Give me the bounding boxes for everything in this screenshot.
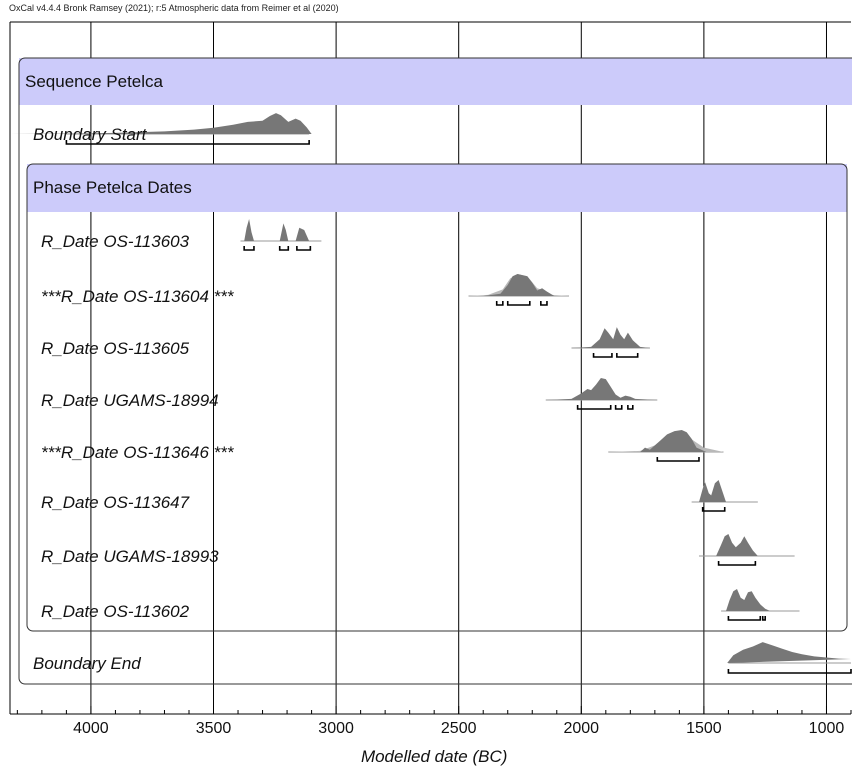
hpd-bracket (592, 353, 613, 358)
date-items: Boundary Start R_Date OS-113603 ***R_Date … (10, 113, 852, 674)
sequence-box (18, 57, 852, 685)
hpd-bracket (727, 616, 762, 621)
x-axis: 4000 3500 3000 2500 2000 1500 1000 (16, 706, 852, 737)
posterior-density (244, 219, 310, 241)
tick-label: 2000 (563, 720, 599, 737)
phase-band (27, 164, 847, 212)
date-item: R_Date OS-113605 (41, 327, 650, 358)
date-item: R_Date OS-113603 (41, 219, 322, 251)
date-item: Boundary End (33, 642, 852, 674)
hpd-bracket (701, 507, 726, 512)
sequence-label: Sequence Petelca (25, 72, 164, 91)
hpd-bracket (495, 301, 504, 306)
tick-label: 3000 (318, 720, 354, 737)
posterior-density (10, 113, 312, 134)
phase-box (26, 163, 848, 632)
hpd-bracket (627, 405, 634, 410)
hpd-bracket (243, 246, 255, 251)
item-label: ***R_Date OS-113646 *** (41, 443, 235, 462)
item-label: R_Date UGAMS-18994 (41, 391, 219, 410)
hpd-bracket (727, 669, 852, 674)
date-item: ***R_Date OS-113646 *** (41, 430, 724, 462)
hpd-bracket (540, 301, 548, 306)
hpd-bracket (761, 616, 766, 621)
grid-lines (90, 22, 827, 714)
chart-credit: OxCal v4.4.4 Bronk Ramsey (2021); r:5 At… (9, 3, 339, 13)
item-label: Boundary Start (33, 125, 148, 144)
posterior-density (727, 642, 851, 663)
item-label: R_Date OS-113602 (41, 602, 190, 621)
tick-label: 2500 (441, 720, 477, 737)
posterior-density (545, 378, 658, 400)
posterior-density (483, 274, 555, 296)
posterior-density (699, 480, 726, 502)
hpd-bracket (278, 246, 290, 251)
date-item: ***R_Date OS-113604 *** (41, 274, 570, 306)
plot-frame (9, 21, 851, 715)
phase-label: Phase Petelca Dates (33, 178, 192, 197)
hpd-bracket (614, 405, 623, 410)
hpd-bracket (65, 140, 310, 145)
posterior-density (726, 589, 771, 611)
posterior-density (571, 327, 650, 348)
date-item: R_Date OS-113647 (41, 480, 758, 512)
hpd-bracket (656, 457, 700, 462)
hpd-bracket (576, 405, 612, 410)
item-label: R_Date UGAMS-18993 (41, 547, 219, 566)
item-label: R_Date OS-113647 (41, 493, 190, 512)
date-item: R_Date UGAMS-18994 (41, 378, 658, 410)
hpd-bracket (616, 353, 639, 358)
item-label: ***R_Date OS-113604 *** (41, 287, 235, 306)
posterior-density (716, 534, 758, 556)
x-axis-title: Modelled date (BC) (361, 747, 507, 766)
item-label: Boundary End (33, 654, 141, 673)
date-item: Boundary Start (10, 113, 312, 145)
hpd-bracket (717, 561, 757, 566)
date-item: R_Date UGAMS-18993 (41, 534, 795, 566)
tick-label: 3500 (196, 720, 232, 737)
item-label: R_Date OS-113605 (41, 339, 190, 358)
hpd-bracket (296, 246, 312, 251)
sequence-band (19, 58, 852, 105)
item-label: R_Date OS-113603 (41, 232, 190, 251)
posterior-density (640, 430, 707, 452)
date-item: R_Date OS-113602 (41, 589, 800, 621)
tick-label: 1000 (809, 720, 845, 737)
tick-label: 1500 (686, 720, 722, 737)
tick-label: 4000 (73, 720, 109, 737)
hpd-bracket (506, 301, 531, 306)
